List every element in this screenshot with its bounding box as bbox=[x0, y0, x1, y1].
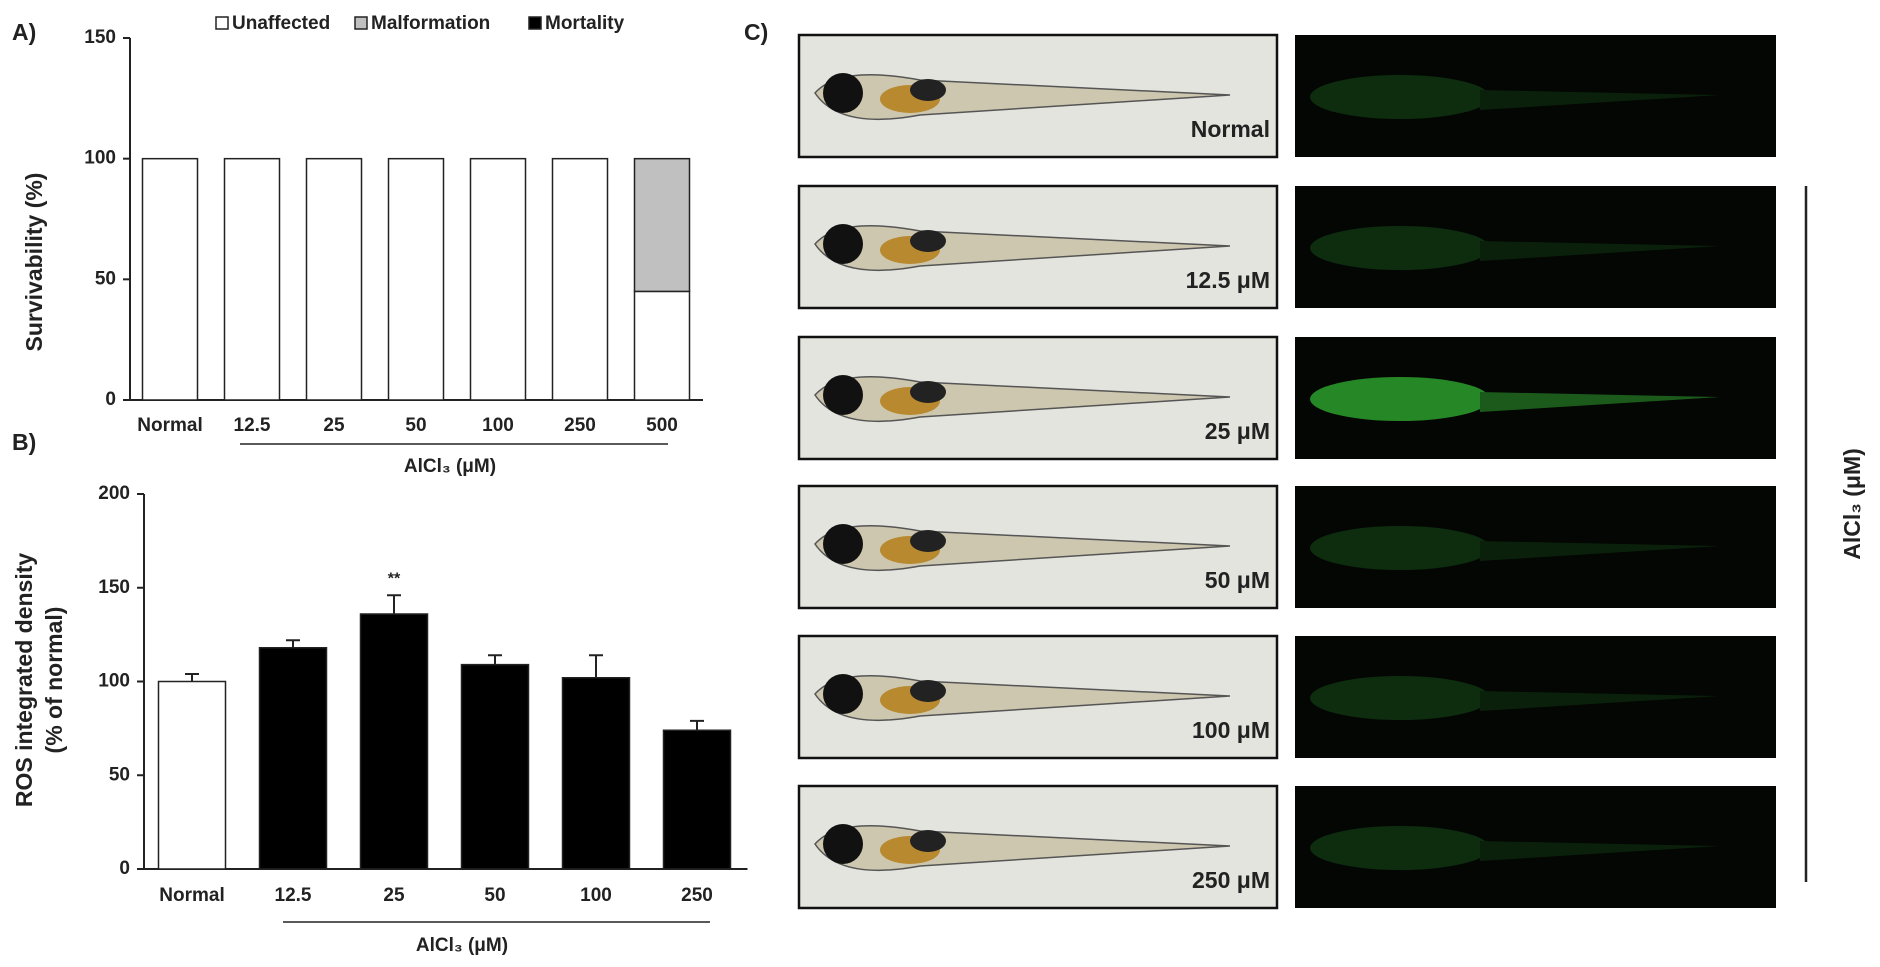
bar bbox=[460, 663, 530, 870]
y-tick-label: 100 bbox=[98, 671, 130, 692]
x-tick-label: 250 bbox=[564, 415, 596, 436]
image-row: 50 μM bbox=[797, 484, 1776, 610]
legend-label: Malformation bbox=[371, 13, 490, 34]
x-tick-label: 500 bbox=[646, 415, 678, 436]
fish-bladder bbox=[910, 680, 946, 702]
y-axis-label: (% of normal) bbox=[41, 607, 67, 754]
image-label: 50 μM bbox=[1205, 567, 1270, 593]
panel-label: A) bbox=[12, 19, 36, 45]
fish-bladder bbox=[910, 79, 946, 101]
y-axis-label: ROS integrated density bbox=[11, 553, 37, 808]
image-row: 12.5 μM bbox=[797, 184, 1776, 310]
x-tick-label: 12.5 bbox=[275, 885, 312, 906]
fish-bladder bbox=[910, 530, 946, 552]
panel-label: B) bbox=[12, 429, 36, 455]
y-tick-label: 50 bbox=[109, 764, 130, 785]
fluorescence-tail bbox=[1480, 392, 1720, 412]
y-axis-label: Survivability (%) bbox=[21, 173, 47, 352]
panel-label: C) bbox=[744, 19, 768, 45]
fish-eye bbox=[823, 73, 863, 113]
x-tick-label: 100 bbox=[482, 415, 514, 436]
bar-segment bbox=[551, 157, 609, 401]
y-tick-label: 150 bbox=[84, 27, 116, 48]
image-label: 100 μM bbox=[1192, 717, 1270, 743]
image-label: 12.5 μM bbox=[1186, 267, 1270, 293]
fluorescence-tail bbox=[1480, 541, 1720, 561]
fish-eye bbox=[823, 674, 863, 714]
fluorescence-tail bbox=[1480, 691, 1720, 711]
legend-label: Unaffected bbox=[232, 13, 330, 34]
legend-swatch bbox=[528, 16, 542, 30]
image-row: 100 μM bbox=[797, 634, 1776, 760]
bar bbox=[561, 677, 631, 870]
legend-swatch bbox=[354, 16, 368, 30]
x-group-label: AlCl₃ (μM) bbox=[404, 456, 496, 477]
fluorescence-tail bbox=[1480, 90, 1720, 110]
fluorescence-tail bbox=[1480, 241, 1720, 261]
bar bbox=[359, 613, 429, 870]
image-row: 25 μM bbox=[797, 335, 1776, 461]
bar bbox=[662, 729, 732, 870]
fish-eye bbox=[823, 824, 863, 864]
y-tick-label: 200 bbox=[98, 483, 130, 504]
fish-eye bbox=[823, 524, 863, 564]
bar bbox=[258, 647, 328, 870]
image-label: 250 μM bbox=[1192, 867, 1270, 893]
fish-bladder bbox=[910, 381, 946, 403]
x-tick-label: 100 bbox=[580, 885, 612, 906]
fluorescence-glow bbox=[1310, 826, 1490, 870]
image-row: 250 μM bbox=[797, 784, 1776, 910]
legend-swatch bbox=[215, 16, 229, 30]
x-tick-label: 25 bbox=[323, 415, 345, 436]
fluorescence-glow bbox=[1310, 377, 1490, 421]
bar-segment bbox=[469, 157, 527, 401]
fluorescence-glow bbox=[1310, 226, 1490, 270]
side-label: AlCl₃ (μM) bbox=[1839, 448, 1865, 560]
x-tick-label: 50 bbox=[405, 415, 426, 436]
y-tick-label: 0 bbox=[119, 858, 130, 879]
y-tick-label: 0 bbox=[105, 389, 116, 410]
fluorescence-tail bbox=[1480, 841, 1720, 861]
bar-segment bbox=[387, 157, 445, 401]
fluorescence-glow bbox=[1310, 676, 1490, 720]
y-tick-label: 100 bbox=[84, 148, 116, 169]
bar-segment bbox=[141, 157, 199, 401]
y-tick-label: 50 bbox=[95, 268, 116, 289]
x-group-label: AlCl₃ (μM) bbox=[416, 935, 508, 956]
x-tick-label: Normal bbox=[137, 415, 202, 436]
bar-segment bbox=[633, 290, 691, 401]
bar-segment bbox=[223, 157, 281, 401]
x-tick-label: 50 bbox=[484, 885, 505, 906]
fish-bladder bbox=[910, 830, 946, 852]
legend-label: Mortality bbox=[545, 13, 625, 34]
y-tick-label: 150 bbox=[98, 577, 130, 598]
fish-eye bbox=[823, 224, 863, 264]
fish-bladder bbox=[910, 230, 946, 252]
significance: ** bbox=[388, 570, 401, 587]
image-row: Normal bbox=[797, 33, 1776, 159]
x-tick-label: 25 bbox=[383, 885, 405, 906]
bar bbox=[157, 680, 227, 870]
fluorescence-glow bbox=[1310, 526, 1490, 570]
fish-eye bbox=[823, 375, 863, 415]
bar-segment bbox=[633, 157, 691, 293]
image-label: Normal bbox=[1191, 116, 1270, 142]
x-tick-label: Normal bbox=[159, 885, 224, 906]
image-label: 25 μM bbox=[1205, 418, 1270, 444]
x-tick-label: 250 bbox=[681, 885, 713, 906]
x-tick-label: 12.5 bbox=[234, 415, 271, 436]
bar-segment bbox=[305, 157, 363, 401]
fluorescence-glow bbox=[1310, 75, 1490, 119]
